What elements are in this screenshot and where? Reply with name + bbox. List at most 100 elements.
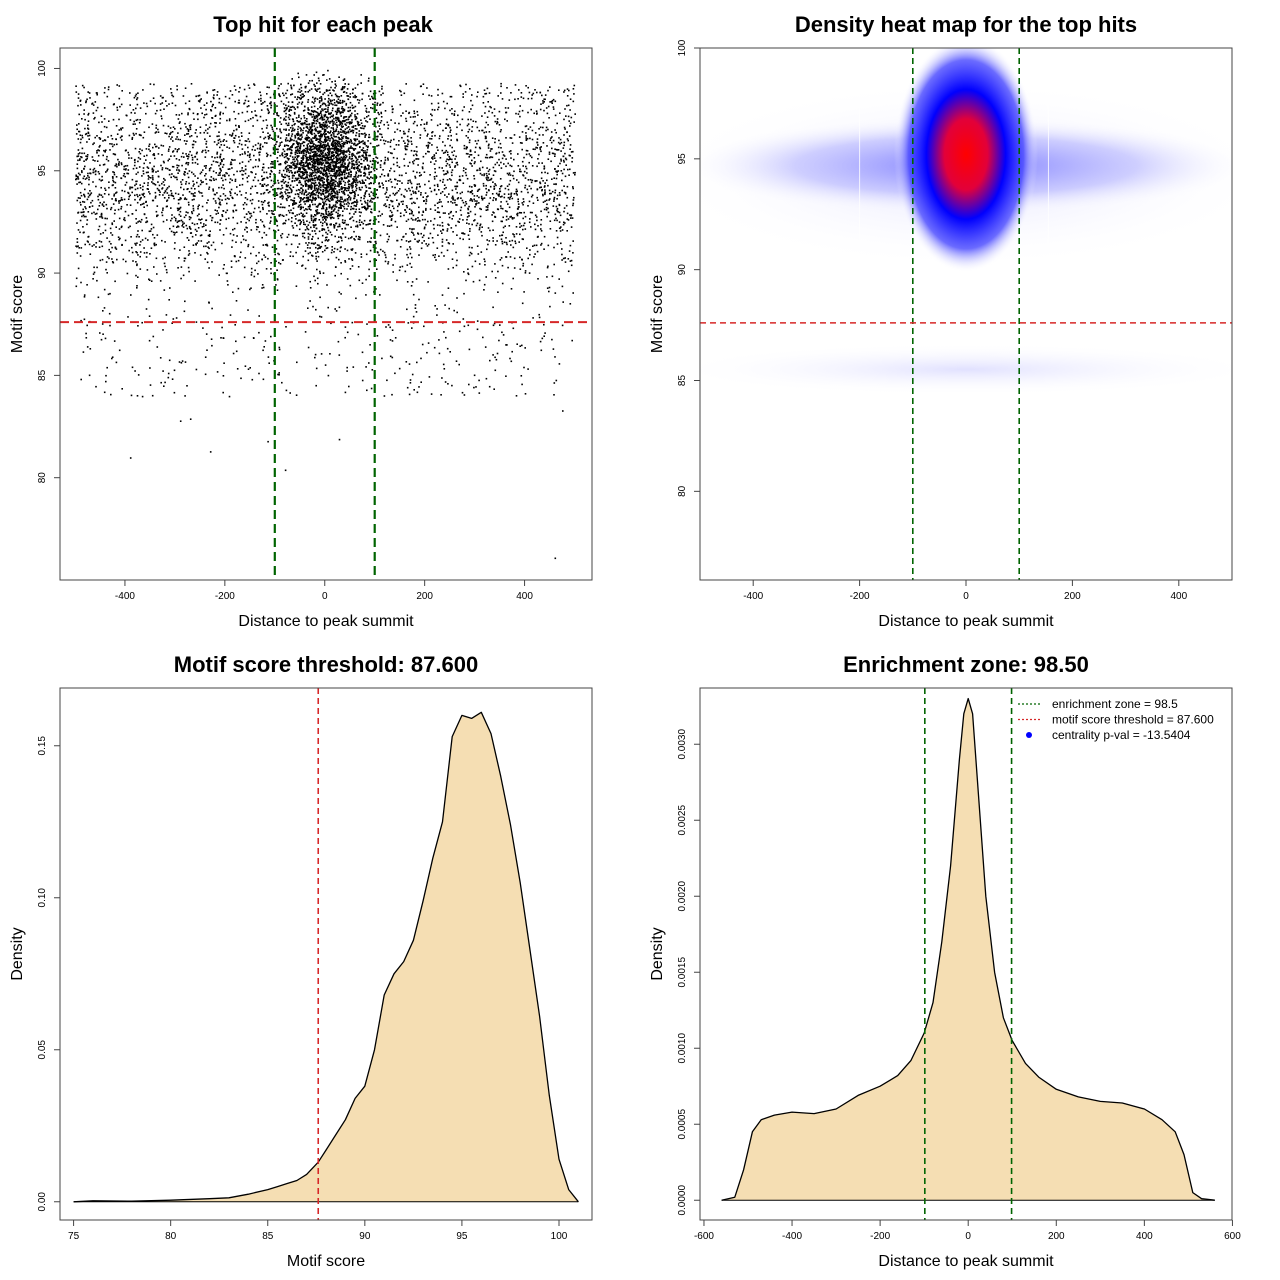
data-point xyxy=(530,181,533,184)
data-point xyxy=(221,160,223,163)
data-point xyxy=(77,153,80,155)
data-point xyxy=(399,130,401,132)
data-point xyxy=(375,117,378,119)
data-point xyxy=(542,100,544,102)
data-point xyxy=(317,196,320,199)
data-point xyxy=(220,177,223,179)
data-point xyxy=(135,93,138,96)
data-point xyxy=(170,190,172,192)
data-point xyxy=(451,151,453,154)
data-point xyxy=(449,126,451,129)
data-point xyxy=(88,176,90,179)
data-point xyxy=(187,162,190,164)
data-point xyxy=(135,119,138,122)
data-point xyxy=(155,145,158,148)
data-point xyxy=(494,138,496,140)
data-point xyxy=(370,228,373,230)
data-point xyxy=(425,144,428,147)
data-point xyxy=(570,151,573,153)
data-point xyxy=(114,199,117,202)
data-point xyxy=(479,147,482,150)
data-point xyxy=(142,167,145,169)
data-point xyxy=(526,247,528,249)
data-point xyxy=(315,258,317,260)
data-point xyxy=(296,142,298,144)
data-point xyxy=(222,267,225,270)
data-point xyxy=(322,177,324,179)
data-point xyxy=(183,257,186,260)
data-point xyxy=(335,124,338,126)
data-point xyxy=(563,210,565,213)
data-point xyxy=(258,98,260,101)
data-point xyxy=(400,115,402,117)
data-point xyxy=(486,239,488,241)
data-point xyxy=(188,225,191,228)
data-point xyxy=(534,180,537,183)
data-point xyxy=(143,247,145,249)
data-point xyxy=(324,173,327,175)
data-point xyxy=(451,174,453,177)
data-point xyxy=(546,112,549,115)
data-point xyxy=(354,144,357,147)
data-point xyxy=(351,104,354,107)
data-point xyxy=(183,246,186,248)
data-point xyxy=(564,222,566,224)
data-point xyxy=(201,226,204,228)
data-point xyxy=(89,253,92,255)
data-point xyxy=(197,95,200,97)
data-point xyxy=(561,179,563,182)
data-point xyxy=(206,102,208,104)
data-point xyxy=(574,113,576,115)
data-point xyxy=(329,99,332,101)
data-point xyxy=(320,142,322,145)
data-point xyxy=(376,268,378,270)
data-point xyxy=(554,155,556,157)
data-point xyxy=(444,304,446,306)
data-point xyxy=(351,154,353,156)
data-point xyxy=(343,87,345,89)
data-point xyxy=(396,191,398,194)
data-point xyxy=(206,202,208,204)
data-point xyxy=(377,215,379,217)
data-point xyxy=(415,188,418,190)
data-point xyxy=(233,227,236,230)
data-point xyxy=(422,210,424,213)
data-point xyxy=(208,247,210,250)
data-point xyxy=(314,242,317,244)
data-point xyxy=(542,134,544,136)
data-point xyxy=(282,169,285,172)
data-point xyxy=(399,103,402,106)
data-point xyxy=(147,167,150,169)
data-point xyxy=(216,94,218,96)
data-point xyxy=(92,159,94,161)
data-point xyxy=(218,186,220,189)
data-point xyxy=(171,94,173,97)
data-point xyxy=(418,183,420,185)
data-point xyxy=(552,108,555,110)
data-point xyxy=(192,209,195,212)
data-point xyxy=(281,184,283,187)
data-point xyxy=(201,151,203,153)
data-point xyxy=(509,174,512,176)
data-point xyxy=(548,117,550,119)
data-point xyxy=(528,161,530,164)
data-point xyxy=(296,163,299,166)
data-point xyxy=(261,284,264,286)
data-point xyxy=(416,183,419,186)
data-point xyxy=(228,174,230,177)
data-point xyxy=(323,178,326,180)
data-point xyxy=(209,179,211,181)
data-point xyxy=(420,247,423,250)
data-point xyxy=(285,112,287,115)
data-point xyxy=(124,239,127,242)
data-point xyxy=(330,156,332,159)
data-point xyxy=(462,93,464,95)
data-point xyxy=(308,208,311,210)
data-point xyxy=(309,180,312,182)
data-point xyxy=(330,183,332,185)
data-point xyxy=(361,125,364,127)
data-point xyxy=(245,239,247,242)
data-point xyxy=(303,193,305,196)
data-point xyxy=(366,116,368,118)
data-point xyxy=(314,100,316,102)
